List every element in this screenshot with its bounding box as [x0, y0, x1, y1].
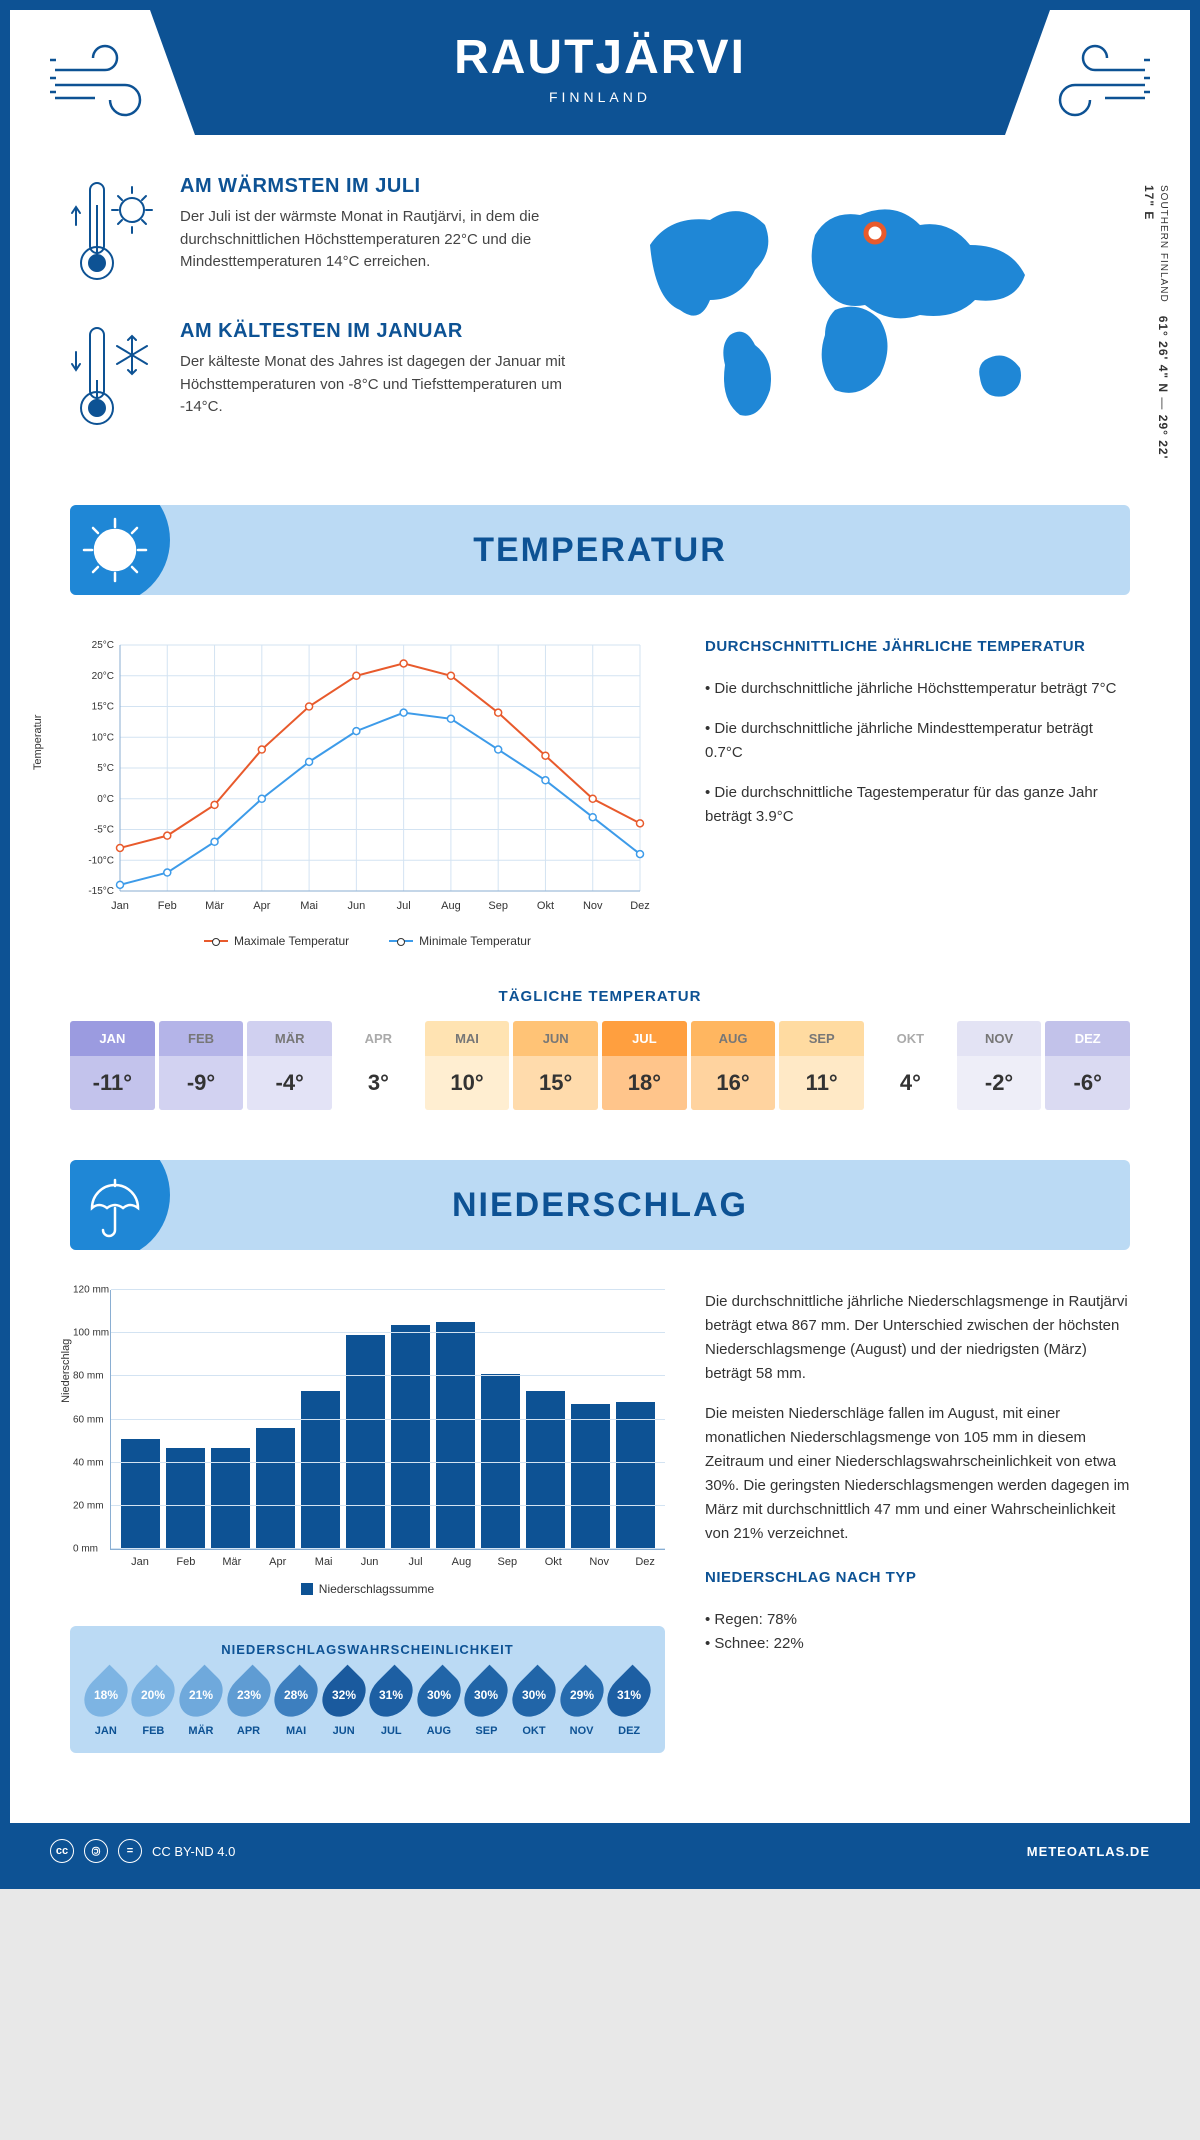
section-precip-title: NIEDERSCHLAG	[70, 1186, 1130, 1225]
svg-text:Feb: Feb	[158, 900, 177, 912]
svg-text:Jun: Jun	[347, 900, 365, 912]
page-footer: cc 🄯 = CC BY-ND 4.0 METEOATLAS.DE	[10, 1823, 1190, 1879]
umbrella-icon	[80, 1170, 150, 1240]
fact-cold-title: AM KÄLTESTEN IM JANUAR	[180, 320, 580, 343]
daily-cell: FEB-9°	[159, 1021, 244, 1110]
svg-text:Apr: Apr	[253, 900, 270, 912]
fact-cold-text: Der kälteste Monat des Jahres ist dagege…	[180, 351, 580, 419]
daily-cell: SEP11°	[779, 1021, 864, 1110]
svg-text:Jan: Jan	[111, 900, 129, 912]
daily-cell: DEZ-6°	[1045, 1021, 1130, 1110]
section-temperature: TEMPERATUR	[70, 505, 1130, 595]
page-subtitle: FINNLAND	[150, 89, 1050, 105]
precip-bar	[436, 1322, 475, 1549]
fact-warmest: AM WÄRMSTEN IM JULI Der Juli ist der wär…	[70, 175, 580, 290]
precip-bar	[301, 1391, 340, 1549]
daily-cell: MÄR-4°	[247, 1021, 332, 1110]
precip-probability-box: NIEDERSCHLAGSWAHRSCHEINLICHKEIT 18%JAN20…	[70, 1626, 665, 1753]
svg-text:Aug: Aug	[441, 900, 461, 912]
page-header: RAUTJÄRVI FINNLAND	[150, 10, 1050, 135]
daily-cell: JAN-11°	[70, 1021, 155, 1110]
section-temp-title: TEMPERATUR	[70, 531, 1130, 570]
thermometer-sun-icon	[70, 175, 160, 290]
temp-bullets: Die durchschnittliche jährliche Höchstte…	[705, 677, 1130, 829]
temperature-line-chart: Temperatur -15°C-10°C-5°C0°C5°C10°C15°C2…	[70, 635, 665, 948]
by-icon: 🄯	[84, 1839, 108, 1863]
prob-cell: 20%FEB	[134, 1671, 172, 1737]
precip-legend: Niederschlagssumme	[301, 1582, 434, 1596]
temp-text-heading: DURCHSCHNITTLICHE JÄHRLICHE TEMPERATUR	[705, 635, 1130, 659]
page-title: RAUTJÄRVI	[150, 30, 1050, 85]
sun-icon	[80, 515, 150, 585]
daily-cell: OKT4°	[868, 1021, 953, 1110]
prob-cell: 29%NOV	[563, 1671, 601, 1737]
nd-icon: =	[118, 1839, 142, 1863]
precip-type-heading: NIEDERSCHLAG NACH TYP	[705, 1566, 1130, 1590]
cc-icon: cc	[50, 1839, 74, 1863]
svg-text:15°C: 15°C	[92, 702, 114, 713]
prob-cell: 21%MÄR	[182, 1671, 220, 1737]
precip-bar	[571, 1404, 610, 1549]
precip-bar	[256, 1428, 295, 1549]
svg-text:-15°C: -15°C	[88, 886, 114, 897]
svg-text:Dez: Dez	[630, 900, 650, 912]
precip-bar	[121, 1439, 160, 1549]
precipitation-bar-chart: Niederschlag 0 mm20 mm40 mm60 mm80 mm100…	[70, 1290, 665, 1568]
svg-text:Mär: Mär	[205, 900, 224, 912]
prob-cell: 28%MAI	[277, 1671, 315, 1737]
svg-text:Sep: Sep	[488, 900, 508, 912]
precip-p2: Die meisten Niederschläge fallen im Augu…	[705, 1402, 1130, 1546]
site-name: METEOATLAS.DE	[1027, 1844, 1150, 1859]
wind-deco-left	[50, 40, 170, 125]
precip-bar	[346, 1335, 385, 1549]
precip-bar	[166, 1448, 205, 1549]
prob-cell: 31%DEZ	[610, 1671, 648, 1737]
fact-warm-text: Der Juli ist der wärmste Monat in Rautjä…	[180, 206, 580, 274]
prob-cell: 23%APR	[230, 1671, 268, 1737]
prob-cell: 32%JUN	[325, 1671, 363, 1737]
svg-text:Mai: Mai	[300, 900, 318, 912]
prob-cell: 30%SEP	[467, 1671, 505, 1737]
precip-p1: Die durchschnittliche jährliche Niedersc…	[705, 1290, 1130, 1386]
daily-cell: JUL18°	[602, 1021, 687, 1110]
svg-text:25°C: 25°C	[92, 640, 114, 651]
fact-coldest: AM KÄLTESTEN IM JANUAR Der kälteste Mona…	[70, 320, 580, 435]
world-map-icon	[620, 175, 1080, 435]
svg-text:Jul: Jul	[397, 900, 411, 912]
precip-types: Regen: 78%Schnee: 22%	[705, 1608, 1130, 1656]
svg-text:-5°C: -5°C	[94, 825, 114, 836]
prob-cell: 31%JUL	[372, 1671, 410, 1737]
svg-text:20°C: 20°C	[92, 671, 114, 682]
svg-text:Okt: Okt	[537, 900, 554, 912]
precip-bar	[391, 1325, 430, 1549]
daily-temp-grid: JAN-11°FEB-9°MÄR-4°APR3°MAI10°JUN15°JUL1…	[70, 1021, 1130, 1110]
fact-warm-title: AM WÄRMSTEN IM JULI	[180, 175, 580, 198]
thermometer-snow-icon	[70, 320, 160, 435]
daily-temp-title: TÄGLICHE TEMPERATUR	[70, 988, 1130, 1005]
svg-text:10°C: 10°C	[92, 732, 114, 743]
wind-deco-right	[1030, 40, 1150, 125]
precip-bar	[616, 1402, 655, 1549]
daily-cell: APR3°	[336, 1021, 421, 1110]
precip-bar	[211, 1448, 250, 1549]
license-text: CC BY-ND 4.0	[152, 1844, 235, 1859]
svg-text:0°C: 0°C	[97, 794, 114, 805]
prob-cell: 18%JAN	[87, 1671, 125, 1737]
svg-text:Nov: Nov	[583, 900, 603, 912]
svg-text:5°C: 5°C	[97, 763, 114, 774]
prob-cell: 30%OKT	[515, 1671, 553, 1737]
daily-cell: AUG16°	[691, 1021, 776, 1110]
daily-cell: NOV-2°	[957, 1021, 1042, 1110]
coordinates: SOUTHERN FINLAND 61° 26' 4" N — 29° 22' …	[1142, 185, 1170, 465]
section-precipitation: NIEDERSCHLAG	[70, 1160, 1130, 1250]
daily-cell: JUN15°	[513, 1021, 598, 1110]
daily-cell: MAI10°	[425, 1021, 510, 1110]
precip-bar	[526, 1391, 565, 1549]
prob-cell: 30%AUG	[420, 1671, 458, 1737]
svg-text:-10°C: -10°C	[88, 855, 114, 866]
